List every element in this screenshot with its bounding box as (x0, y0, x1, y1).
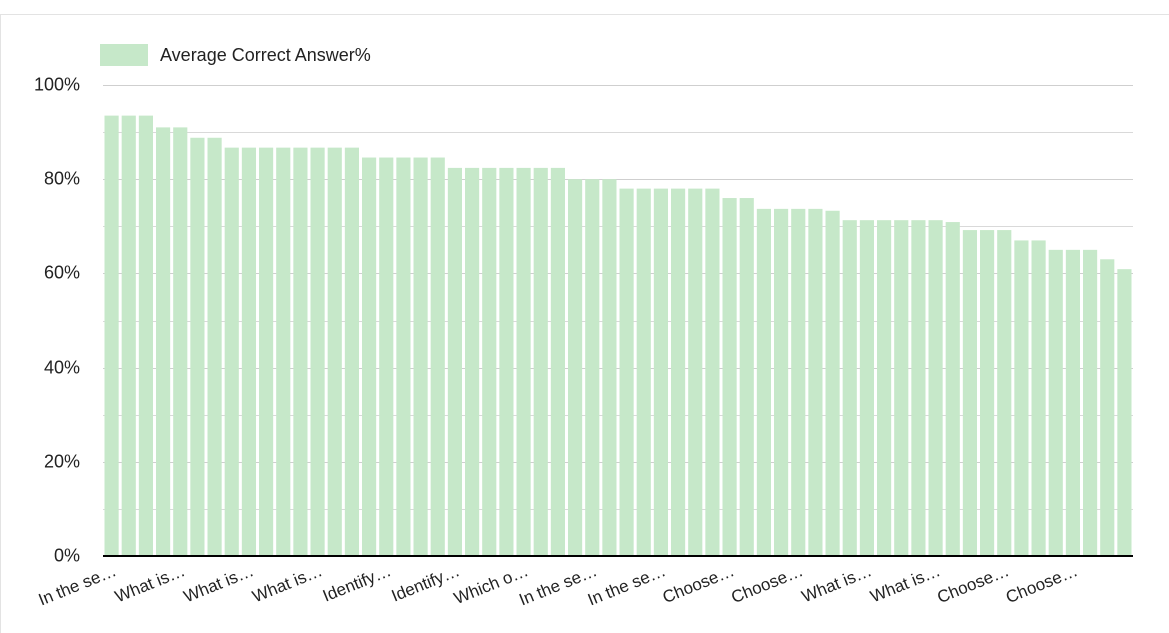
bar (859, 220, 874, 556)
bar (1031, 240, 1046, 556)
bar (310, 147, 325, 556)
y-tick-label: 20% (44, 451, 80, 471)
bar (241, 147, 256, 556)
bar (465, 167, 480, 556)
legend-swatch (100, 44, 148, 66)
y-tick-label: 40% (44, 357, 80, 377)
bar (774, 208, 789, 557)
x-tick-label: What is… (250, 561, 325, 606)
bar (602, 179, 617, 556)
bar (1065, 249, 1080, 556)
bar (1048, 249, 1063, 556)
bar (997, 230, 1012, 556)
bar (224, 147, 239, 556)
bar (791, 208, 806, 557)
bar (344, 147, 359, 556)
bar (1083, 249, 1098, 556)
x-tick-label: Identify… (389, 561, 463, 606)
bar (173, 127, 188, 556)
bar (516, 167, 531, 556)
x-tick-label: In the se… (36, 561, 119, 609)
bar (190, 137, 205, 556)
bar (928, 220, 943, 556)
bar (877, 220, 892, 556)
bar (276, 147, 291, 556)
bar (980, 230, 995, 556)
bar (430, 157, 445, 556)
bar (259, 147, 274, 556)
bar (619, 188, 634, 556)
x-tick-label: What is… (181, 561, 256, 606)
x-tick-label: What is… (868, 561, 943, 606)
bar (138, 115, 153, 557)
bar (911, 220, 926, 556)
y-tick-label: 100% (34, 74, 80, 94)
bar (550, 167, 565, 556)
bar (1117, 269, 1132, 556)
bar (962, 230, 977, 556)
x-tick-label: What is… (799, 561, 874, 606)
bar (1014, 240, 1029, 556)
bar (688, 188, 703, 556)
y-tick-label: 60% (44, 262, 80, 282)
x-tick-label: Identify… (320, 561, 394, 606)
bar (482, 167, 497, 556)
bar (207, 137, 222, 556)
bar (808, 208, 823, 557)
x-tick-label: Choose… (729, 561, 806, 607)
x-tick-label: In the se… (585, 561, 668, 609)
bar (293, 147, 308, 556)
bar (756, 208, 771, 557)
bar (671, 188, 686, 556)
bar (413, 157, 428, 556)
bar (653, 188, 668, 556)
bar (1100, 259, 1115, 556)
x-tick-label: What is… (112, 561, 187, 606)
x-tick-label: Choose… (1003, 561, 1080, 607)
bar (379, 157, 394, 556)
bar (585, 179, 600, 556)
bar (739, 198, 754, 557)
x-tick-label: Choose… (935, 561, 1012, 607)
bar (568, 179, 583, 556)
y-tick-label: 80% (44, 168, 80, 188)
bar (499, 167, 514, 556)
x-tick-label: In the se… (516, 561, 599, 609)
bar (447, 167, 462, 556)
bar (327, 147, 342, 556)
bar (722, 198, 737, 557)
bar (104, 115, 119, 557)
bar (121, 115, 136, 557)
bar (705, 188, 720, 556)
x-tick-label: Choose… (660, 561, 737, 607)
bar (636, 188, 651, 556)
legend-label: Average Correct Answer% (160, 45, 371, 65)
bar (156, 127, 171, 556)
bar (842, 220, 857, 556)
bar (396, 157, 411, 556)
bar (362, 157, 377, 556)
bar (825, 210, 840, 556)
bar (894, 220, 909, 556)
bar (533, 167, 548, 556)
y-tick-label: 0% (54, 545, 80, 565)
bar (945, 222, 960, 556)
